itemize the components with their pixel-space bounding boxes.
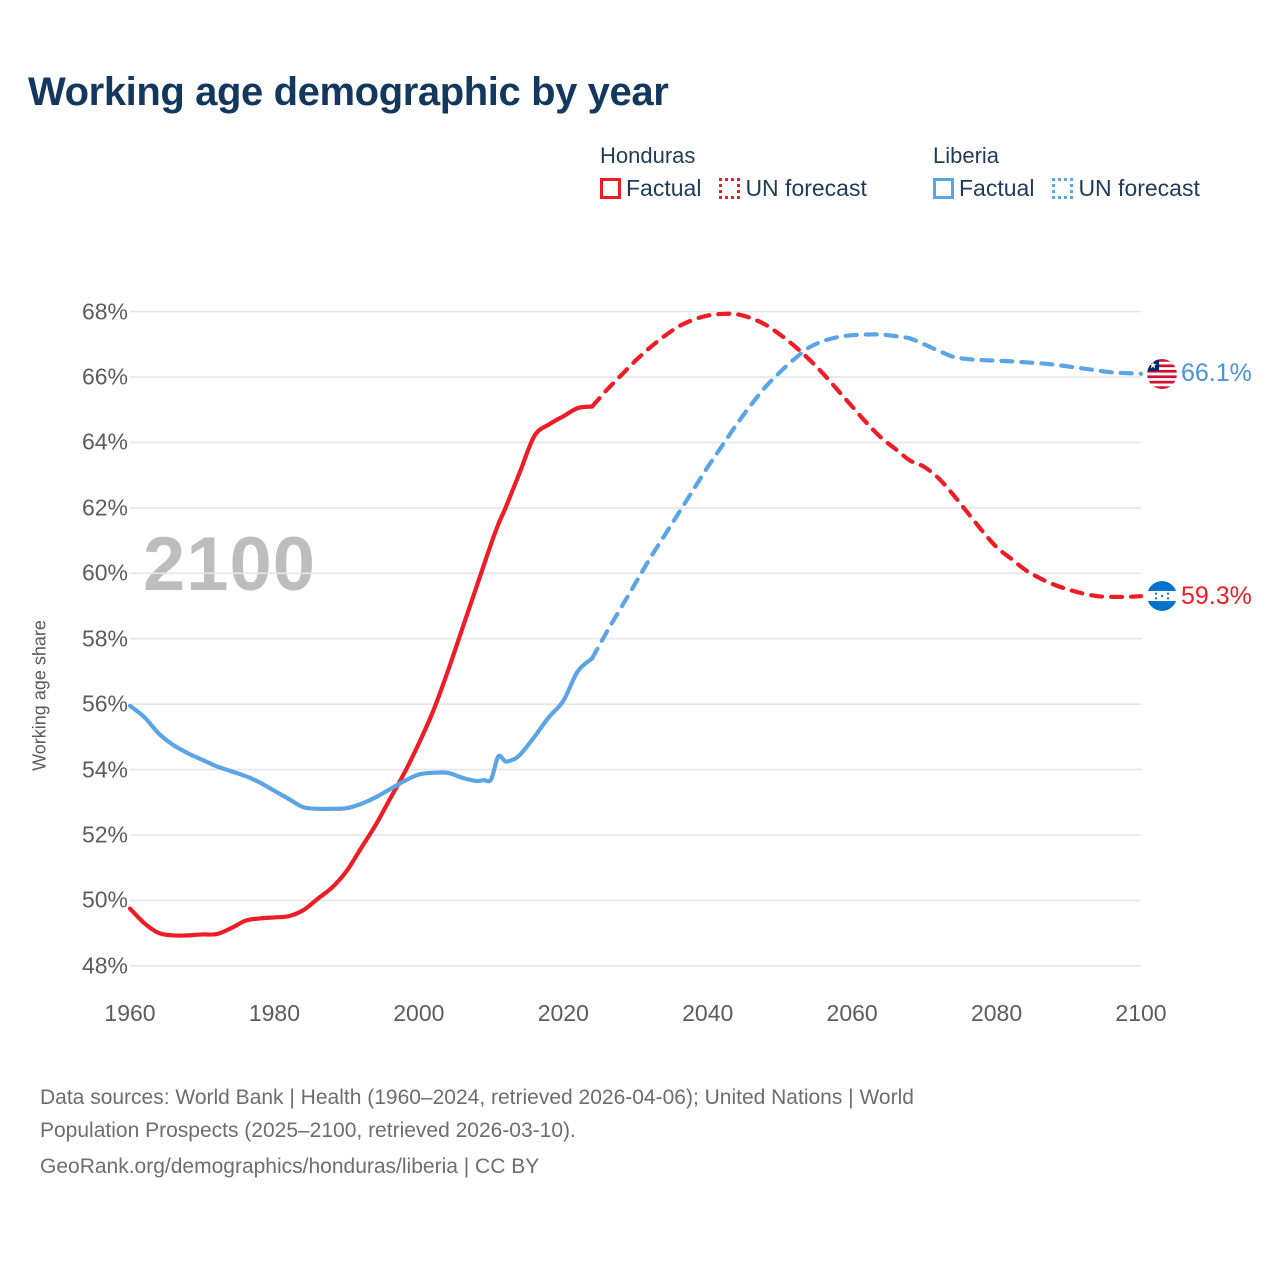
- x-axis-ticks: 1960 1980 2000 2020 2040 2060 2080 2100: [0, 1000, 1280, 1060]
- legend-country-liberia: Liberia: [933, 143, 1000, 168]
- x-axis-tick-label: 2100: [1115, 1000, 1167, 1026]
- y-axis-tick-label: 54%: [81, 756, 128, 783]
- legend-label-liberia-factual: Factual: [959, 175, 1035, 201]
- legend-label-honduras-factual: Factual: [626, 175, 702, 201]
- y-axis-tick-label: 52%: [81, 821, 128, 848]
- end-label-honduras: 59.3%: [1147, 581, 1252, 612]
- x-axis-tick-label: 2020: [537, 1000, 589, 1026]
- legend-item-honduras-factual[interactable]: Factual: [600, 175, 701, 202]
- y-axis-tick-label: 60%: [81, 559, 128, 586]
- x-axis-tick-label: 1960: [104, 1000, 156, 1026]
- y-axis-tick-label: 58%: [81, 625, 128, 652]
- x-axis-tick-label: 1980: [248, 1000, 301, 1026]
- end-label-honduras-value: 59.3%: [1181, 581, 1252, 610]
- legend-swatch-solid-red-icon: [600, 178, 621, 199]
- legend-swatch-dotted-blue-icon: [1052, 178, 1074, 199]
- chart-legend: Honduras Factual UN forecast Liberia Fac…: [600, 143, 1260, 223]
- legend-swatch-solid-blue-icon: [933, 178, 954, 199]
- page-title: Working age demographic by year: [28, 70, 669, 114]
- series-line: [590, 332, 1144, 661]
- y-axis-tick-label: 64%: [81, 428, 128, 455]
- legend-swatch-dotted-red-icon: [719, 178, 741, 199]
- legend-group-honduras: Honduras Factual UN forecast: [600, 143, 867, 202]
- y-axis-ticks: 48% 50% 52% 54% 56% 58% 60% 62% 64% 66% 68%: [0, 255, 128, 1055]
- legend-item-honduras-forecast[interactable]: UN forecast: [719, 175, 867, 202]
- legend-country-honduras: Honduras: [600, 143, 696, 168]
- y-axis-tick-label: 66%: [81, 363, 128, 390]
- footer-line-1: Data sources: World Bank | Health (1960–…: [40, 1086, 914, 1109]
- legend-item-liberia-factual[interactable]: Factual: [933, 175, 1034, 202]
- series-line: [127, 656, 595, 812]
- legend-group-liberia: Liberia Factual UN forecast: [933, 143, 1200, 202]
- legend-label-liberia-forecast: UN forecast: [1078, 175, 1200, 201]
- footer-line-3: GeoRank.org/demographics/honduras/liberi…: [40, 1155, 540, 1179]
- series-line: [127, 404, 595, 938]
- footer-line-2: Population Prospects (2025–2100, retriev…: [40, 1118, 576, 1142]
- honduras-flag-icon: [1147, 581, 1177, 612]
- legend-item-liberia-forecast[interactable]: UN forecast: [1052, 175, 1200, 202]
- footer-sources: Data sources: World Bank | Health (1960–…: [40, 1082, 1170, 1184]
- x-axis-tick-label: 2080: [970, 1000, 1023, 1026]
- legend-label-honduras-forecast: UN forecast: [745, 175, 867, 201]
- plot-svg: [127, 310, 1144, 967]
- liberia-flag-icon: [1147, 358, 1177, 389]
- end-label-liberia: 66.1%: [1147, 358, 1252, 389]
- y-axis-tick-label: 68%: [81, 298, 128, 325]
- x-axis-tick-label: 2000: [393, 1000, 445, 1026]
- x-axis-tick-label: 2060: [826, 1000, 878, 1026]
- end-label-liberia-value: 66.1%: [1181, 359, 1252, 388]
- y-axis-tick-label: 62%: [81, 494, 128, 521]
- y-axis-tick-label: 48%: [81, 952, 128, 979]
- y-axis-tick-label: 56%: [81, 690, 128, 717]
- y-axis-tick-label: 50%: [81, 886, 128, 913]
- chart-area: Working age share 48% 50% 52% 54% 56% 58% 60% 6…: [0, 255, 1280, 1055]
- x-axis-tick-label: 2040: [682, 1000, 734, 1026]
- series-line: [590, 311, 1144, 600]
